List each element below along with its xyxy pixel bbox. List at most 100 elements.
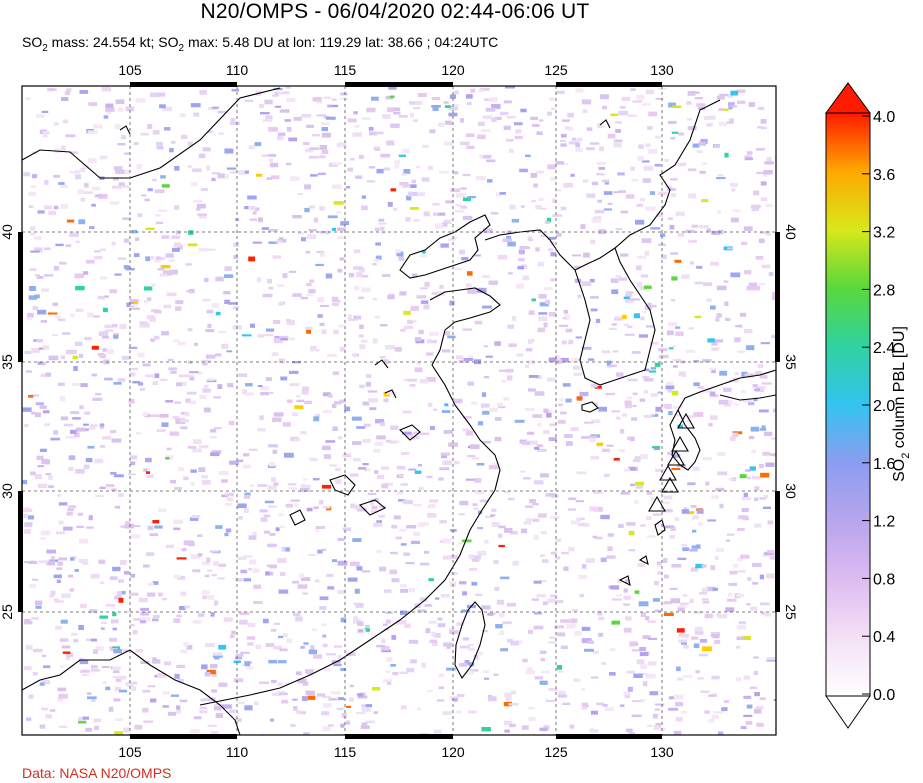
so2-pixel [28, 515, 35, 520]
so2-pixel [522, 441, 530, 446]
so2-pixel [468, 644, 474, 646]
so2-pixel [209, 550, 219, 553]
so2-pixel [354, 588, 360, 594]
so2-pixel [123, 169, 130, 175]
lon-tick-label: 130 [650, 62, 674, 78]
so2-pixel [257, 428, 266, 432]
so2-pixel [678, 639, 687, 643]
so2-pixel [125, 610, 133, 613]
so2-pixel [416, 360, 421, 365]
so2-pixel [488, 280, 498, 285]
so2-pixel [602, 179, 610, 183]
so2-pixel [376, 168, 384, 174]
so2-pixel [498, 612, 505, 618]
so2-pixel [675, 702, 684, 707]
so2-pixel [100, 445, 105, 448]
so2-pixel [174, 487, 182, 490]
so2-pixel [106, 349, 114, 354]
so2-pixel [180, 649, 188, 654]
so2-pixel [554, 556, 561, 560]
so2-pixel [562, 340, 567, 345]
so2-pixel [459, 118, 464, 123]
so2-pixel [438, 686, 444, 690]
so2-pixel [623, 691, 631, 696]
colorbar-ticks: 4.03.63.22.82.42.01.61.20.80.40.0 [862, 109, 895, 704]
taiwan-coast [454, 601, 486, 680]
so2-pixel [746, 345, 755, 351]
so2-pixel [663, 509, 673, 513]
so2-pixel [279, 648, 288, 652]
so2-pixel [756, 171, 764, 175]
so2-pixel [393, 107, 401, 112]
so2-pixel [443, 219, 452, 225]
so2-pixel [199, 89, 207, 95]
so2-pixel [165, 253, 174, 258]
so2-pixel [711, 495, 720, 499]
so2-pixel [36, 114, 45, 118]
so2-pixel [488, 696, 497, 702]
so2-pixel [603, 191, 613, 195]
so2-pixel [771, 295, 776, 300]
so2-pixel [325, 440, 336, 443]
so2-pixel [376, 520, 382, 523]
so2-pixel [501, 379, 507, 383]
so2-pixel [559, 398, 564, 402]
so2-pixel [201, 359, 211, 363]
so2-pixel [763, 172, 768, 177]
so2-pixel [99, 354, 106, 359]
so2-pixel [686, 118, 693, 121]
so2-pixel [558, 324, 569, 328]
so2-pixel [573, 678, 581, 682]
so2-pixel [748, 401, 755, 406]
so2-pixel [327, 586, 335, 590]
so2-pixel [44, 274, 54, 277]
so2-pixel [581, 638, 592, 644]
so2-pixel [491, 522, 500, 527]
so2-pixel [490, 212, 499, 215]
so2-pixel [57, 697, 63, 702]
so2-pixel [308, 649, 318, 655]
so2-pixel [210, 612, 215, 617]
so2-pixel [420, 287, 428, 290]
so2-pixel [531, 298, 536, 302]
so2-pixel [729, 118, 734, 123]
so2-pixel [414, 367, 423, 373]
so2-pixel [628, 549, 636, 552]
volcano-icon [661, 476, 679, 493]
so2-pixel [668, 102, 676, 108]
so2-pixel [395, 440, 401, 443]
so2-pixel [40, 680, 50, 685]
so2-pixel [69, 588, 75, 592]
so2-pixel [119, 689, 128, 693]
so2-pixel [548, 688, 558, 691]
so2-pixel [772, 408, 776, 413]
so2-pixel [398, 256, 404, 261]
so2-pixel [102, 681, 107, 684]
so2-pixel [420, 300, 429, 304]
so2-pixel [446, 667, 456, 671]
so2-pixel [138, 597, 148, 603]
so2-pixel [311, 134, 320, 137]
so2-pixel [70, 313, 75, 317]
so2-pixel [134, 724, 143, 730]
so2-pixel [402, 148, 410, 154]
so2-pixel [638, 601, 649, 607]
so2-pixel [700, 139, 708, 144]
liaodong-coast [484, 229, 576, 271]
so2-pixel [678, 132, 684, 136]
so2-pixel [365, 704, 373, 708]
so2-pixel [80, 167, 86, 172]
so2-pixel [375, 131, 384, 135]
so2-pixel [668, 411, 673, 416]
so2-pixel [461, 539, 472, 543]
so2-pixel [600, 557, 607, 563]
so2-pixel [729, 182, 738, 187]
so2-pixel [95, 494, 104, 497]
so2-pixel [367, 493, 377, 496]
so2-pixel [690, 567, 698, 572]
so2-pixel [70, 411, 80, 414]
so2-pixel [699, 592, 707, 595]
so2-pixel [244, 99, 254, 103]
so2-pixel [264, 500, 274, 504]
so2-pixel [452, 103, 459, 107]
